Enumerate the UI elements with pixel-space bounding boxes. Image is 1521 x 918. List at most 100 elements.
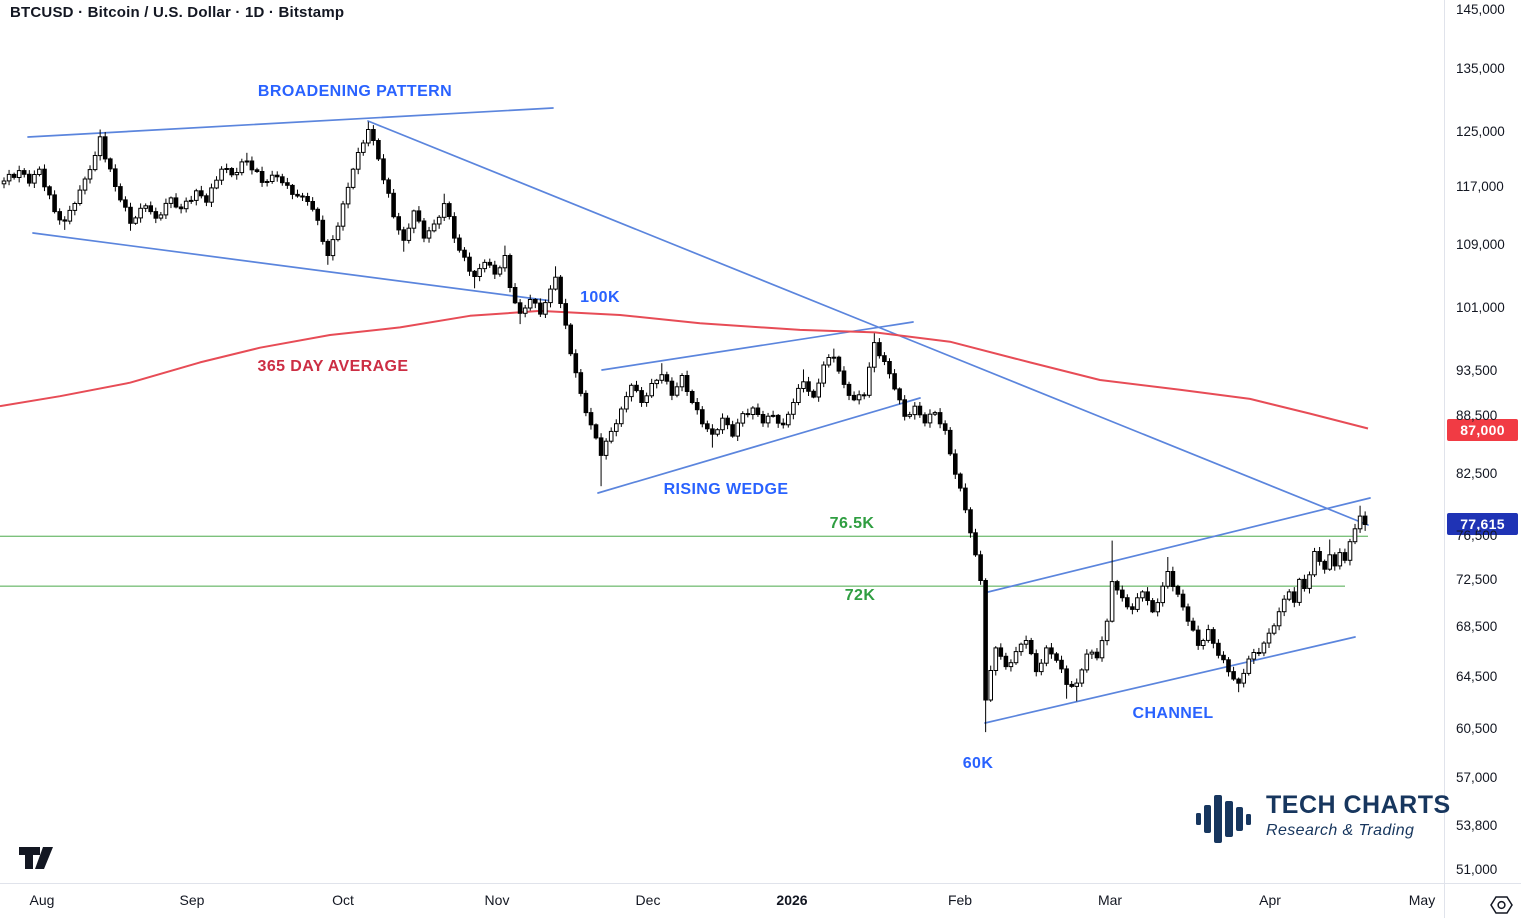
price-axis-label: 145,000 <box>1456 2 1505 17</box>
candle-body <box>1120 589 1125 599</box>
candle-body <box>1200 640 1206 646</box>
annotation-76-5k-label[interactable]: 76.5K <box>830 515 875 532</box>
candle-body <box>1084 653 1090 671</box>
annotation-rising-wedge-label[interactable]: RISING WEDGE <box>664 481 789 498</box>
candle-body <box>239 161 245 174</box>
candlestick-chart[interactable]: BROADENING PATTERN 100K 365 DAY AVERAGE RIS… <box>0 0 1442 882</box>
axis-settings-icon[interactable] <box>1489 893 1514 918</box>
candle-body <box>720 417 725 431</box>
candle-body <box>274 174 280 178</box>
annotation-72k-label[interactable]: 72K <box>845 587 876 604</box>
trendline-downtrend[interactable] <box>367 120 1369 526</box>
annotation-60k-label[interactable]: 60K <box>963 755 994 772</box>
candle-body <box>355 152 361 170</box>
candle-body <box>1059 659 1064 670</box>
trendline-channel-bottom[interactable] <box>984 636 1356 724</box>
candle-body <box>447 203 452 218</box>
candle-body <box>624 396 629 410</box>
candle-body <box>148 205 153 213</box>
annotation-channel-label[interactable]: CHANNEL <box>1132 705 1213 722</box>
trendline-channel-top[interactable] <box>987 497 1371 593</box>
trendline-wedge-top[interactable] <box>601 321 914 371</box>
trendline-broadening-top[interactable] <box>27 107 554 138</box>
candle-body <box>199 190 204 197</box>
candle-body <box>1342 552 1348 561</box>
candle-body <box>694 402 700 411</box>
candle-body <box>1297 578 1302 603</box>
techcharts-tagline: Research & Trading <box>1266 822 1415 839</box>
candle-body <box>1130 606 1135 610</box>
trendline-wedge-bottom[interactable] <box>597 397 921 494</box>
candle-body <box>563 303 569 326</box>
candle-body <box>1008 662 1014 668</box>
candle-body <box>426 230 432 239</box>
candle-body <box>1089 651 1095 655</box>
candle-body <box>669 380 675 396</box>
annotation-365-day-average-label[interactable]: 365 DAY AVERAGE <box>258 358 409 375</box>
candle-body <box>649 383 655 397</box>
candle-body <box>1337 552 1343 567</box>
candle-body <box>1033 653 1039 673</box>
candle-body <box>497 267 503 275</box>
candle-body <box>993 647 999 672</box>
candle-body <box>816 382 822 398</box>
candle-body <box>224 168 229 170</box>
candle-body <box>836 356 842 372</box>
candle-body <box>801 381 806 389</box>
candle-body <box>679 375 685 388</box>
candle-body <box>62 219 68 222</box>
candle-body <box>431 223 437 232</box>
candle-body <box>285 182 290 186</box>
candle-body <box>953 453 958 475</box>
candle-body <box>295 193 300 197</box>
annotation-broadening-pattern-label[interactable]: BROADENING PATTERN <box>258 83 452 100</box>
candle-body <box>16 170 22 179</box>
candle-body <box>406 227 412 241</box>
current-price-badge: 77,615 <box>1447 513 1518 536</box>
candle-body <box>872 342 877 368</box>
techcharts-logo-icon <box>1196 793 1258 850</box>
candle-body <box>902 399 908 417</box>
time-axis-label-feb: Feb <box>947 892 973 908</box>
candle-body <box>821 364 827 384</box>
candle-body <box>11 173 17 178</box>
candle-body <box>92 155 98 171</box>
tradingview-logo-icon <box>19 847 53 869</box>
candle-body <box>264 181 270 183</box>
candle-body <box>780 422 786 426</box>
candle-body <box>244 160 250 163</box>
price-axis-label: 64,500 <box>1456 668 1498 684</box>
tradingview-logo[interactable] <box>17 844 57 877</box>
candle-body <box>684 375 690 392</box>
trendline-broadening-bottom[interactable] <box>32 232 553 302</box>
candle-body <box>1140 591 1145 599</box>
candle-body <box>214 179 219 189</box>
candle-body <box>958 473 963 489</box>
price-axis-separator <box>1444 0 1445 918</box>
candle-body <box>806 381 811 392</box>
candle-body <box>765 415 771 424</box>
candle-body <box>507 255 513 288</box>
candle-body <box>42 168 47 188</box>
candle-body <box>234 172 240 176</box>
candle-body <box>786 413 791 426</box>
candle-body <box>1064 668 1069 685</box>
candle-body <box>1074 682 1080 687</box>
candle-body <box>72 203 78 211</box>
candle-body <box>143 205 148 209</box>
candle-body <box>512 287 518 304</box>
moving-average-line[interactable] <box>0 309 1369 430</box>
candle-body <box>330 239 336 257</box>
annotation-100k-label[interactable]: 100K <box>580 289 620 306</box>
time-axis-label-oct: Oct <box>332 892 354 908</box>
candle-body <box>608 430 614 442</box>
time-axis-separator <box>0 883 1521 884</box>
candle-body <box>942 423 948 431</box>
candle-body <box>988 670 994 701</box>
candle-body <box>204 195 209 203</box>
time-axis[interactable]: Aug Sep Oct Nov Dec 2026 Feb Mar Apr May <box>0 884 1521 918</box>
symbol-title[interactable]: BTCUSD · Bitcoin / U.S. Dollar · 1D · Bi… <box>10 4 345 21</box>
candle-body <box>1317 551 1322 562</box>
price-axis[interactable]: 87,000 77,615 145,000 135,000 125,000 117,0… <box>1445 0 1521 882</box>
candle-body <box>654 379 660 385</box>
